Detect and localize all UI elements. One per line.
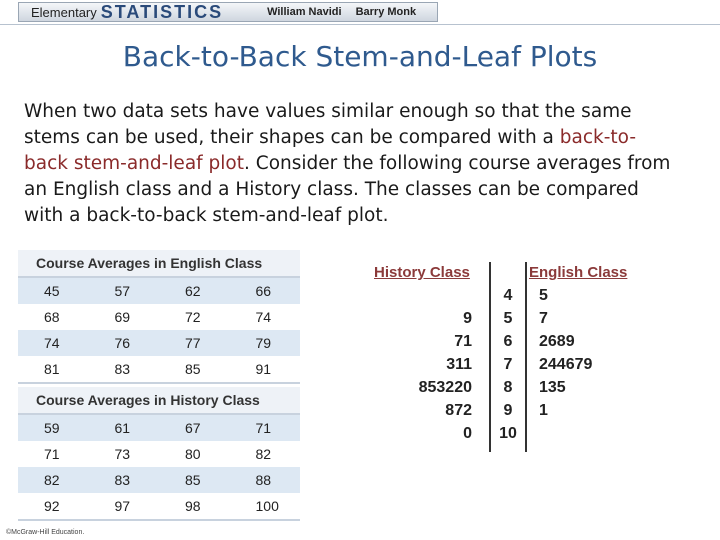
table-row: 45 57 62 66	[18, 278, 300, 304]
table-row: 81 83 85 91	[18, 356, 300, 382]
stem-value: 5	[503, 310, 513, 327]
table-cell: 98	[185, 498, 201, 514]
table-row: 59 61 67 71	[18, 415, 300, 441]
table-bottom-rule	[18, 519, 300, 521]
history-averages-table: Course Averages in History Class 59 61 6…	[18, 387, 300, 521]
table-cell: 74	[44, 335, 60, 351]
english-leaves: 1	[539, 402, 548, 419]
english-leaves: 5	[539, 287, 548, 304]
table-row: 68 69 72 74	[18, 304, 300, 330]
history-leaves: 0	[463, 425, 472, 442]
book-banner: Elementary STATISTICS William Navidi Bar…	[18, 2, 438, 22]
table-row: 74 76 77 79	[18, 330, 300, 356]
body-text-part: When two data sets have values similar e…	[24, 101, 632, 148]
history-leaves: 853220	[418, 379, 472, 396]
table-cell: 45	[44, 283, 60, 299]
stem-value: 7	[503, 356, 513, 373]
header-divider	[0, 24, 720, 25]
table-cell: 74	[255, 309, 272, 325]
stem-row: 71 6 2689	[0, 330, 720, 353]
table-cell: 69	[114, 309, 131, 325]
table-cell: 82	[255, 446, 272, 462]
history-column-header: History Class	[374, 264, 470, 281]
table-cell: 72	[185, 309, 201, 325]
table-cell: 67	[185, 420, 201, 436]
history-leaves: 872	[445, 402, 472, 419]
stem-divider-left	[489, 262, 491, 452]
table-cell: 81	[44, 361, 60, 377]
stem-value: 6	[503, 333, 513, 350]
english-leaves: 2689	[539, 333, 575, 350]
table-caption: Course Averages in English Class	[18, 250, 300, 278]
stem-value: 9	[503, 402, 513, 419]
author-name: William Navidi	[267, 6, 342, 18]
stem-row: 4 5	[0, 284, 720, 307]
table-cell: 76	[114, 335, 131, 351]
table-cell: 83	[114, 472, 131, 488]
table-cell: 82	[44, 472, 60, 488]
stem-row: 311 7 244679	[0, 353, 720, 376]
english-leaves: 135	[539, 379, 566, 396]
table-cell: 97	[114, 498, 131, 514]
table-cell: 100	[255, 498, 279, 514]
english-leaves: 7	[539, 310, 548, 327]
table-cell: 73	[114, 446, 131, 462]
stem-row: 0 10	[0, 422, 720, 445]
table-row: 92 97 98 100	[18, 493, 300, 519]
stem-value: 8	[503, 379, 513, 396]
table-cell: 61	[114, 420, 131, 436]
english-averages-table: Course Averages in English Class 45 57 6…	[18, 250, 300, 384]
history-leaves: 311	[446, 356, 472, 373]
table-cell: 80	[185, 446, 201, 462]
table-row: 71 73 80 82	[18, 441, 300, 467]
table-cell: 57	[114, 283, 131, 299]
table-cell: 62	[185, 283, 201, 299]
stem-row: 9 5 7	[0, 307, 720, 330]
book-title-statistics: STATISTICS	[100, 1, 224, 22]
table-cell: 85	[185, 361, 201, 377]
stem-divider-right	[525, 262, 527, 452]
stem-value: 10	[499, 425, 517, 442]
table-cell: 85	[185, 472, 201, 488]
stem-row: 853220 8 135	[0, 376, 720, 399]
table-cell: 68	[44, 309, 60, 325]
table-cell: 88	[255, 472, 272, 488]
stem-row: 872 9 1	[0, 399, 720, 422]
table-row: 82 83 85 88	[18, 467, 300, 493]
table-cell: 77	[185, 335, 201, 351]
table-caption: Course Averages in History Class	[18, 387, 300, 415]
table-cell: 66	[255, 283, 272, 299]
english-leaves: 244679	[539, 356, 593, 373]
slide-body-text: When two data sets have values similar e…	[24, 99, 674, 229]
english-column-header: English Class	[529, 264, 628, 281]
author-name: Barry Monk	[355, 6, 417, 18]
table-cell: 83	[114, 361, 131, 377]
table-cell: 79	[255, 335, 272, 351]
history-leaves: 71	[454, 333, 472, 350]
book-title-elementary: Elementary	[31, 4, 97, 20]
table-cell: 71	[255, 420, 272, 436]
highlighted-term: back-to-back stem-and-leaf plot	[24, 127, 637, 174]
table-cell: 59	[44, 420, 60, 436]
table-cell: 92	[44, 498, 60, 514]
copyright-notice: ©McGraw-Hill Education.	[6, 529, 85, 536]
body-text-part: . Consider the following course averages…	[24, 153, 671, 226]
table-cell: 71	[44, 446, 60, 462]
stem-value: 4	[503, 287, 513, 304]
table-cell: 91	[255, 361, 272, 377]
slide-title: Back-to-Back Stem-and-Leaf Plots	[122, 40, 598, 73]
table-bottom-rule	[18, 382, 300, 384]
history-leaves: 9	[463, 310, 472, 327]
